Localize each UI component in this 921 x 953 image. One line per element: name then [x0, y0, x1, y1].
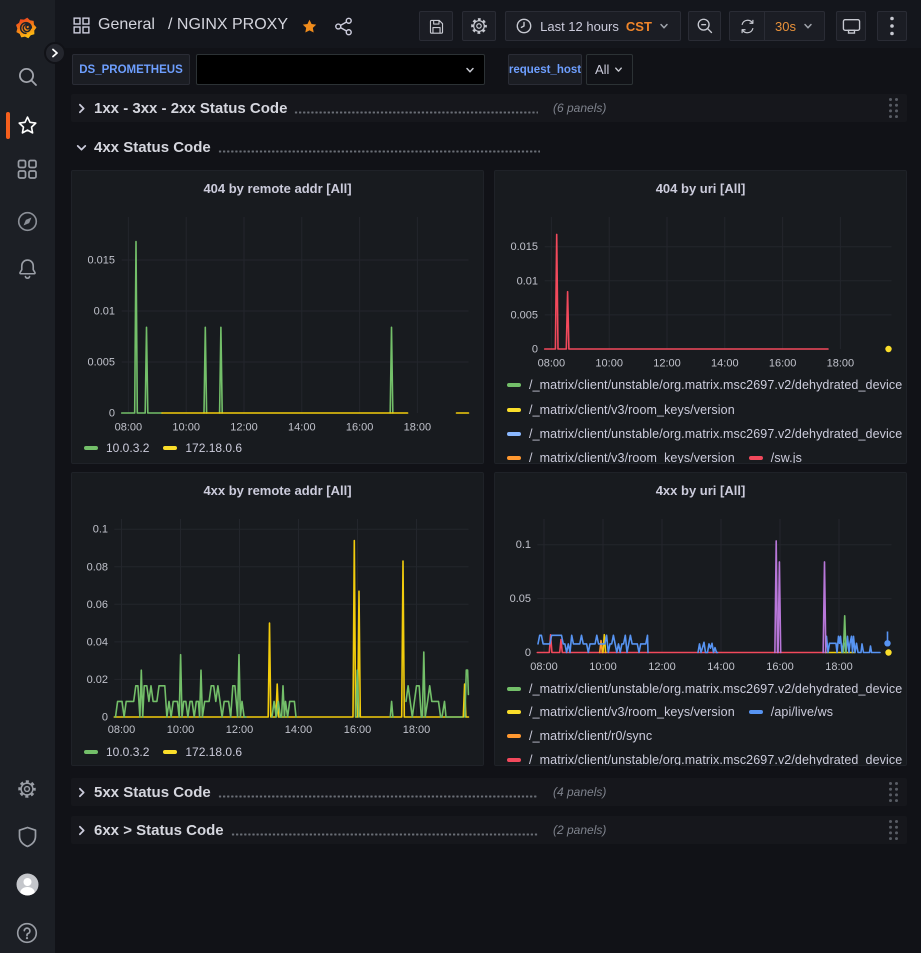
svg-text:12:00: 12:00 [653, 358, 681, 370]
svg-text:10:00: 10:00 [167, 724, 195, 736]
svg-text:14:00: 14:00 [711, 358, 739, 370]
svg-text:16:00: 16:00 [769, 358, 797, 370]
svg-text:0: 0 [102, 712, 108, 724]
svg-text:0.005: 0.005 [510, 309, 538, 321]
svg-text:0.005: 0.005 [87, 357, 115, 369]
svg-text:0.01: 0.01 [517, 275, 538, 287]
svg-text:0.08: 0.08 [87, 561, 108, 573]
svg-text:10:00: 10:00 [595, 358, 623, 370]
svg-text:08:00: 08:00 [530, 661, 558, 673]
svg-text:10:00: 10:00 [589, 661, 617, 673]
svg-text:0.1: 0.1 [516, 539, 531, 551]
svg-text:16:00: 16:00 [766, 661, 794, 673]
svg-text:0: 0 [109, 408, 115, 420]
svg-text:12:00: 12:00 [648, 661, 676, 673]
svg-text:10:00: 10:00 [172, 422, 200, 434]
svg-text:14:00: 14:00 [707, 661, 735, 673]
svg-text:16:00: 16:00 [346, 422, 374, 434]
svg-text:18:00: 18:00 [404, 422, 432, 434]
svg-text:0.015: 0.015 [87, 255, 115, 267]
svg-text:0.02: 0.02 [87, 674, 108, 686]
svg-text:14:00: 14:00 [285, 724, 313, 736]
svg-text:0.1: 0.1 [93, 524, 108, 536]
svg-text:0.04: 0.04 [87, 636, 108, 648]
svg-text:0.06: 0.06 [87, 599, 108, 611]
svg-text:0.01: 0.01 [94, 306, 115, 318]
svg-text:16:00: 16:00 [344, 724, 372, 736]
svg-text:0: 0 [532, 344, 538, 356]
svg-text:0.015: 0.015 [510, 241, 538, 253]
svg-text:12:00: 12:00 [226, 724, 254, 736]
svg-text:08:00: 08:00 [115, 422, 143, 434]
svg-text:12:00: 12:00 [230, 422, 258, 434]
svg-text:14:00: 14:00 [288, 422, 316, 434]
svg-text:08:00: 08:00 [108, 724, 136, 736]
svg-text:18:00: 18:00 [827, 358, 855, 370]
svg-text:18:00: 18:00 [403, 724, 431, 736]
svg-text:0: 0 [525, 647, 531, 659]
svg-text:18:00: 18:00 [825, 661, 853, 673]
svg-text:0.05: 0.05 [510, 593, 531, 605]
svg-text:08:00: 08:00 [538, 358, 566, 370]
